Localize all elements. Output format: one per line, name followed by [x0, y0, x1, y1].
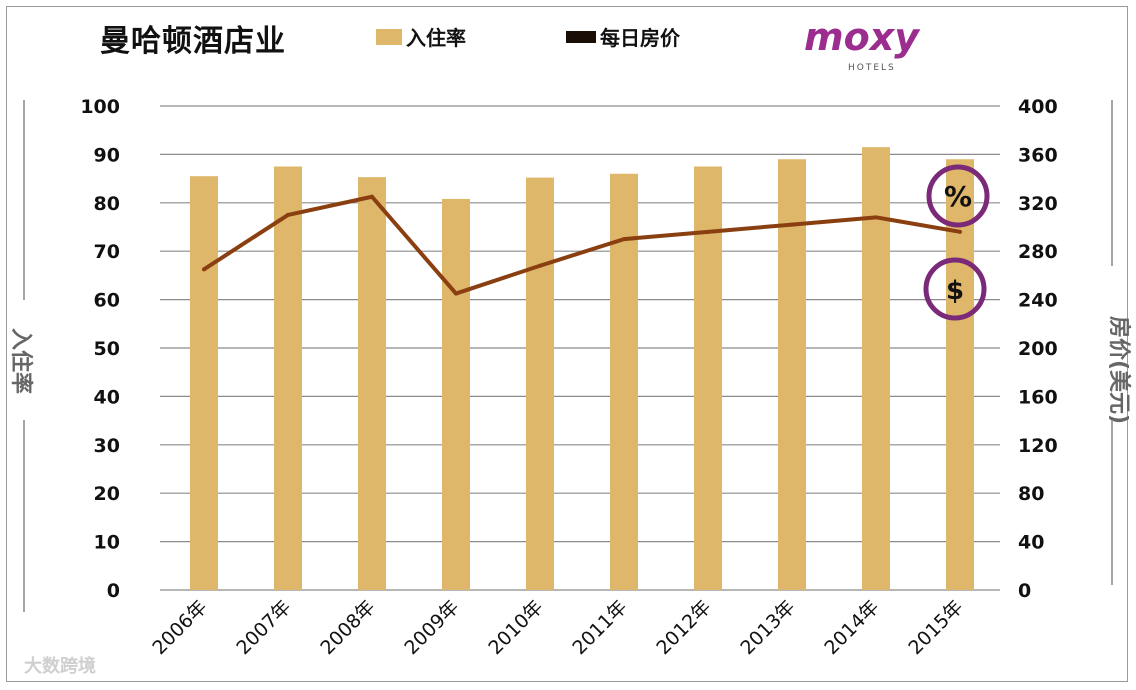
occupancy-bar: [442, 198, 470, 591]
x-tick-label: 2012年: [652, 596, 715, 659]
daily-rate-point: [958, 229, 962, 234]
daily-rate-line: [202, 194, 961, 296]
y-tick-label: 70: [94, 241, 120, 263]
legend-occupancy: 入住率: [376, 22, 466, 51]
y-tick-label: 50: [94, 338, 120, 360]
percent-badge-symbol: %: [944, 180, 972, 213]
occupancy-bar: [778, 159, 806, 591]
daily-rate-point: [874, 215, 878, 220]
occupancy-bar: [358, 177, 386, 590]
legend-swatch-daily-rate: [566, 30, 596, 43]
y-tick-label: 0: [107, 580, 120, 602]
y2-tick-label: 40: [1018, 532, 1044, 554]
daily-rate-point: [622, 237, 626, 242]
y2-tick-label: 320: [1018, 193, 1058, 215]
daily-rate-point: [538, 263, 542, 268]
y2-tick-label: 240: [1018, 290, 1058, 312]
moxy-logo: moxy HOTELS: [804, 15, 921, 73]
y-tick-label: 30: [94, 435, 120, 457]
occupancy-bar: [862, 147, 890, 590]
occupancy-bar: [610, 173, 638, 590]
daily-rate-point: [286, 212, 290, 217]
y-tick-label: 20: [94, 483, 120, 505]
legend-daily-rate: 每日房价: [566, 22, 680, 51]
logo-sub: HOTELS: [848, 63, 896, 73]
y-tick-label: 90: [94, 144, 120, 166]
x-tick-label: 2009年: [400, 596, 463, 659]
x-tick-label: 2008年: [316, 596, 379, 659]
y2-tick-label: 120: [1018, 435, 1058, 457]
dollar-badge: $: [923, 257, 987, 321]
dollar-badge-symbol: $: [946, 276, 964, 306]
x-tick-label: 2006年: [148, 596, 211, 659]
occupancy-bar: [694, 166, 722, 590]
y2-tick-label: 400: [1018, 96, 1058, 118]
y2-tick-label: 280: [1018, 241, 1058, 263]
logo-brand: moxy: [804, 15, 921, 59]
x-tick-label: 2011年: [568, 596, 631, 659]
x-tick-label: 2015年: [904, 596, 967, 659]
daily-rate-point: [706, 229, 710, 234]
y2-tick-label: 360: [1018, 144, 1058, 166]
y-tick-label: 60: [94, 290, 120, 312]
daily-rate-point: [790, 222, 794, 227]
watermark: 大数跨境: [24, 656, 96, 677]
y-tick-label: 100: [80, 96, 120, 118]
x-tick-label: 2007年: [232, 596, 295, 659]
chart-title: 曼哈顿酒店业: [100, 24, 286, 59]
daily-rate-point: [202, 267, 206, 272]
x-tick-label: 2013年: [736, 596, 799, 659]
y2-tick-label: 0: [1018, 580, 1031, 602]
occupancy-bar: [526, 177, 554, 590]
occupancy-bar: [190, 176, 218, 590]
y2-tick-label: 80: [1018, 483, 1044, 505]
percent-badge: %: [926, 164, 990, 228]
x-tick-label: 2014年: [820, 596, 883, 659]
x-tick-label: 2010年: [484, 596, 547, 659]
daily-rate-point: [454, 291, 458, 296]
legend-swatch-occupancy: [376, 28, 402, 45]
y2-tick-label: 160: [1018, 386, 1058, 408]
legend-label-daily-rate: 每日房价: [600, 26, 680, 50]
daily-rate-point: [370, 194, 374, 199]
legend-label-occupancy: 入住率: [406, 26, 466, 50]
occupancy-bar: [274, 166, 302, 590]
y2-tick-label: 200: [1018, 338, 1058, 360]
y-tick-label: 40: [94, 386, 120, 408]
y-tick-label: 10: [94, 532, 120, 554]
y-tick-label: 80: [94, 193, 120, 215]
